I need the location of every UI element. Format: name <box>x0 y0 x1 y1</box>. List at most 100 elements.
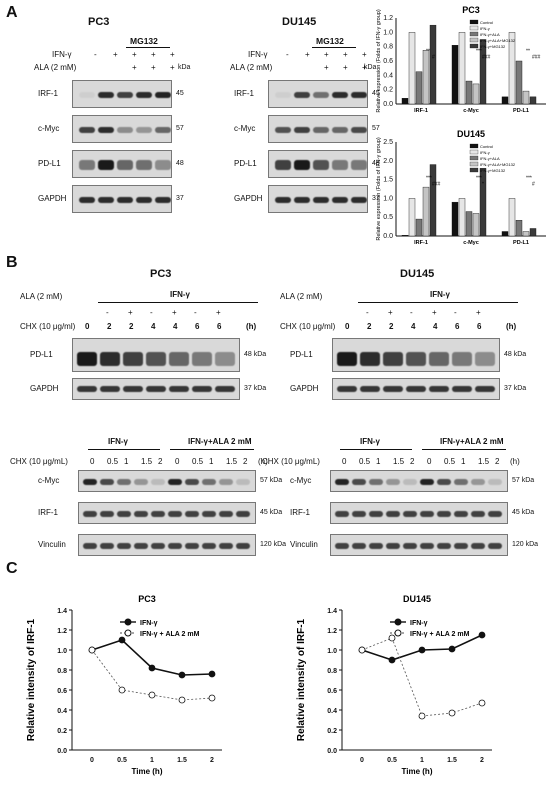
band <box>383 386 403 392</box>
band <box>136 92 152 98</box>
legend-label: Control <box>480 144 493 149</box>
y-axis-label: Relative expression (Folds of IFN-γ grou… <box>376 137 382 240</box>
blot-b2-du145-vinculin <box>330 534 508 556</box>
band <box>136 197 152 203</box>
x-tick-label: 0.5 <box>387 757 397 764</box>
x-tick-label: 1 <box>150 757 154 764</box>
band <box>117 511 131 517</box>
y-tick-label: 0.0 <box>327 748 337 755</box>
data-point <box>118 686 126 694</box>
band <box>452 352 472 366</box>
time-label-b2: 2 <box>410 457 415 466</box>
band <box>313 127 329 133</box>
blot-b-du145-pd-l1 <box>332 338 500 372</box>
time-label-b: 6 <box>217 322 222 331</box>
band <box>100 511 114 517</box>
band <box>185 511 199 517</box>
data-point <box>88 646 96 654</box>
time-label-b2: 0 <box>427 457 432 466</box>
time-label-b2: 1 <box>461 457 466 466</box>
bar <box>415 71 423 105</box>
kda-value-b: 37 kDa <box>504 385 527 392</box>
band <box>369 479 383 485</box>
y-tick-label: 2.5 <box>383 139 393 146</box>
blot-du145-irf-1 <box>268 80 368 108</box>
y-tick-label: 1.0 <box>57 648 67 655</box>
band <box>79 160 95 170</box>
ala-sign-b: - <box>106 308 109 317</box>
chx-label-b: CHX (10 μg/ml) <box>280 322 336 331</box>
y-tick-label: 2.0 <box>383 158 393 165</box>
hour-unit-b2: (h) <box>258 457 268 466</box>
mg132-label-du: MG132 <box>316 36 344 46</box>
legend-swatch <box>469 149 479 155</box>
ifn-group-b: IFN-γ <box>360 437 380 446</box>
significance-mark: ### <box>532 54 541 60</box>
ala-sign-b: - <box>454 308 457 317</box>
significance-mark: * <box>482 182 484 188</box>
x-tick-label: IRF-1 <box>414 108 428 114</box>
y-tick-label: 0.6 <box>383 58 393 65</box>
band <box>146 352 166 366</box>
time-label-b: 2 <box>367 322 372 331</box>
bar <box>408 32 416 105</box>
ifn-group-b: IFN-γ <box>108 437 128 446</box>
time-label-b: 6 <box>455 322 460 331</box>
kda-value: 37 <box>176 195 184 202</box>
band <box>100 479 114 485</box>
pc3-title-a: PC3 <box>88 16 110 28</box>
band <box>134 511 148 517</box>
band <box>77 386 97 392</box>
band <box>100 386 120 392</box>
ala-sign-b: + <box>388 308 393 317</box>
time-label-b2: 0.5 <box>192 457 204 466</box>
ala-sign: + <box>362 63 367 72</box>
band <box>236 543 250 549</box>
y-tick-label: 1.4 <box>57 608 67 615</box>
y-tick-label: 0.5 <box>383 214 393 221</box>
legend-swatch <box>469 31 479 37</box>
band <box>420 543 434 549</box>
y-tick-label: 1.2 <box>327 628 337 635</box>
kda-value: 48 <box>372 160 380 167</box>
band <box>236 511 250 517</box>
y-tick-label: 0.2 <box>57 728 67 735</box>
significance-mark: *** <box>476 176 482 182</box>
x-tick-label: 2 <box>480 757 484 764</box>
chx-label-b2: CHX (10 μg/mL) <box>262 457 320 466</box>
band <box>360 386 380 392</box>
bar <box>422 50 430 105</box>
data-point <box>208 670 216 678</box>
band <box>471 479 485 485</box>
bar <box>472 213 480 237</box>
row-label: PD-L1 <box>38 159 61 168</box>
legend-label: IFN-γ+MG132 <box>480 44 506 49</box>
band <box>294 160 310 170</box>
band <box>275 160 291 170</box>
time-label-b2: 0 <box>175 457 180 466</box>
data-point <box>418 646 426 654</box>
band <box>294 92 310 98</box>
band <box>215 386 235 392</box>
time-label-b: 2 <box>389 322 394 331</box>
hour-unit-b: (h) <box>246 322 257 331</box>
ifn-sign: - <box>94 50 97 59</box>
kda-value-b2: 45 kDa <box>260 509 283 516</box>
legend-swatch <box>469 155 479 161</box>
x-tick-label: 2 <box>210 757 214 764</box>
band <box>403 479 417 485</box>
time-label-b: 6 <box>477 322 482 331</box>
band <box>155 160 171 170</box>
band <box>123 386 143 392</box>
band <box>429 386 449 392</box>
chart-title: DU145 <box>403 594 431 604</box>
blot-b-pc3-gapdh <box>72 378 240 400</box>
x-tick-label: PD-L1 <box>513 108 529 114</box>
band <box>168 511 182 517</box>
legend-marker <box>394 618 402 626</box>
band <box>98 92 114 98</box>
kda-value-b2: 57 kDa <box>260 477 283 484</box>
y-tick-label: 0.6 <box>57 688 67 695</box>
band <box>100 543 114 549</box>
band <box>155 127 171 133</box>
